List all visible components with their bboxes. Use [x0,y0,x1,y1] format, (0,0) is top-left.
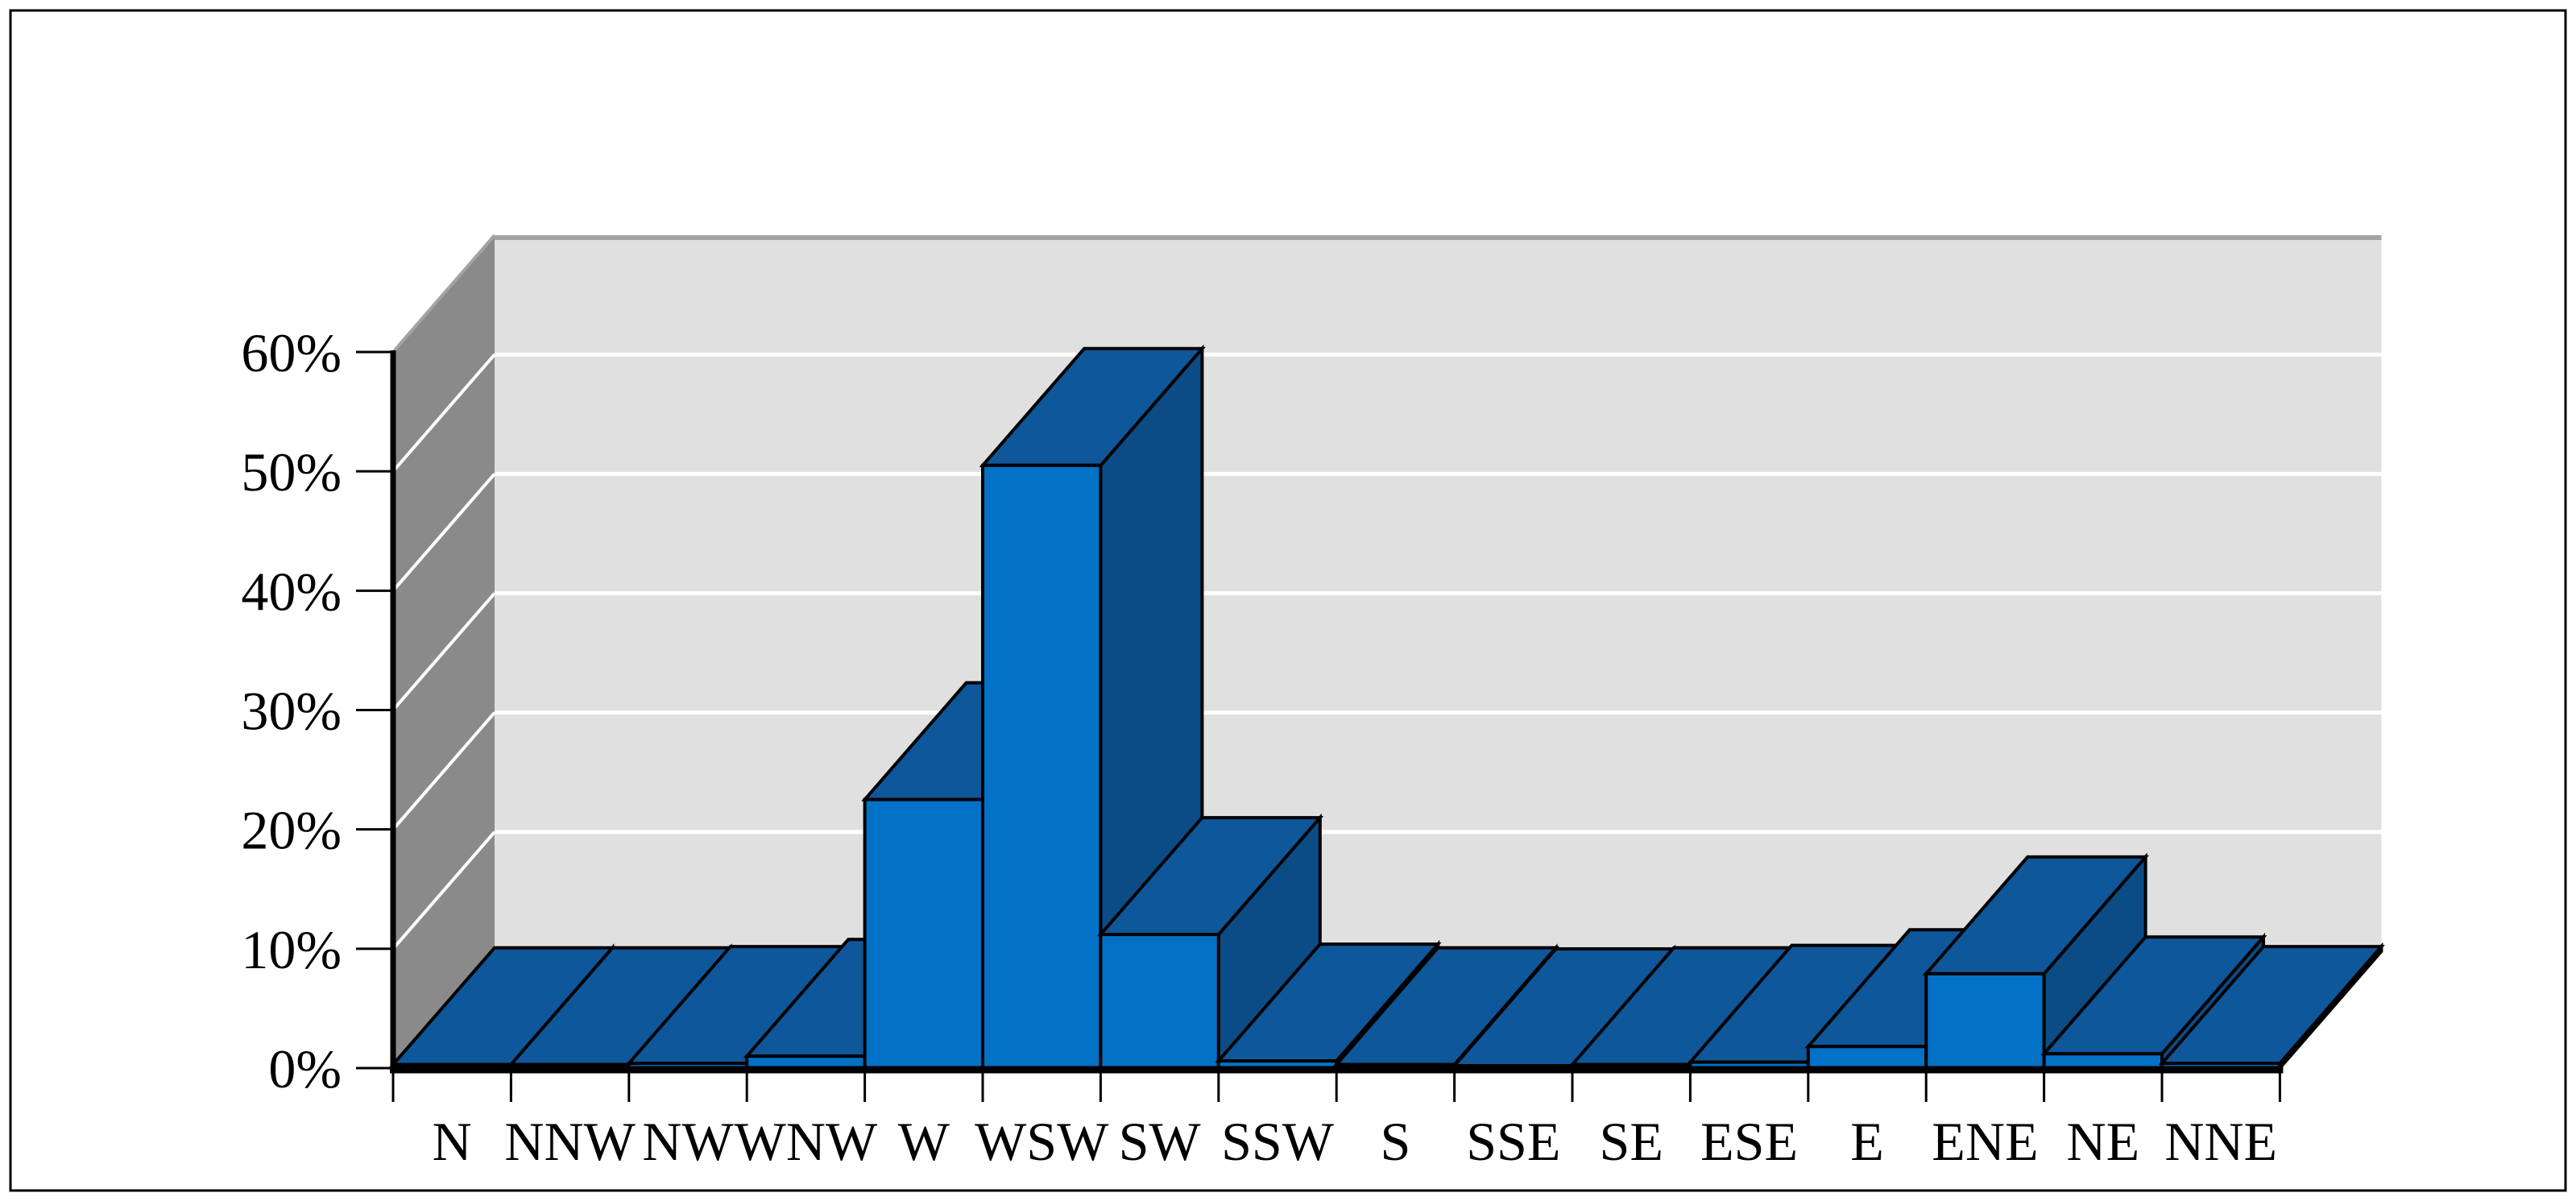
y-axis-label-10: 10% [241,919,342,980]
bar-front-face [2042,1052,2164,1070]
x-axis-label-w: W [898,1111,950,1172]
figure-border [9,9,2567,1192]
x-axis-label-s: S [1380,1111,1410,1172]
bar-front-face [863,797,984,1070]
bar-front-face [1924,971,2046,1070]
bar-front-face [981,463,1103,1070]
bar-ene [1922,852,2149,1073]
gridline-left-wall [391,473,496,592]
bar-sw [1097,813,1324,1073]
x-axis-label-ese: ESE [1700,1111,1798,1172]
x-axis-label-n: N [433,1111,472,1172]
y-axis-label-60: 60% [241,322,342,383]
gridline-left-wall [391,353,496,473]
x-axis-label-ene: ENE [1932,1111,2038,1172]
y-axis-label-50: 50% [241,441,342,503]
x-axis-label-nnw: NNW [504,1111,636,1172]
x-axis-label-sse: SSE [1466,1111,1560,1172]
gridline-left-wall [391,711,496,830]
left-wall-top-edge [391,234,496,354]
y-axis-label-40: 40% [241,561,342,622]
x-axis-label-wnw: WNW [735,1111,878,1172]
x-axis-label-sw: SW [1119,1111,1202,1172]
x-axis-label-nw: NW [642,1111,734,1172]
bar-front-face [1806,1045,1928,1070]
x-axis-label-ssw: SSW [1221,1111,1335,1172]
gridline-left-wall [391,830,496,950]
x-axis-label-e: E [1850,1111,1884,1172]
bar-nne [2158,942,2385,1073]
y-axis-label-0: 0% [268,1038,342,1100]
x-axis-label-wsw: WSW [975,1111,1109,1172]
bar-front-face [1099,933,1220,1070]
y-axis-label-30: 30% [241,681,342,742]
y-axis-label-20: 20% [241,800,342,861]
x-axis-label-ne: NE [2066,1111,2139,1172]
gridline-left-wall [391,592,496,711]
x-axis-label-se: SE [1600,1111,1663,1172]
x-axis-label-nne: NNE [2164,1111,2277,1172]
